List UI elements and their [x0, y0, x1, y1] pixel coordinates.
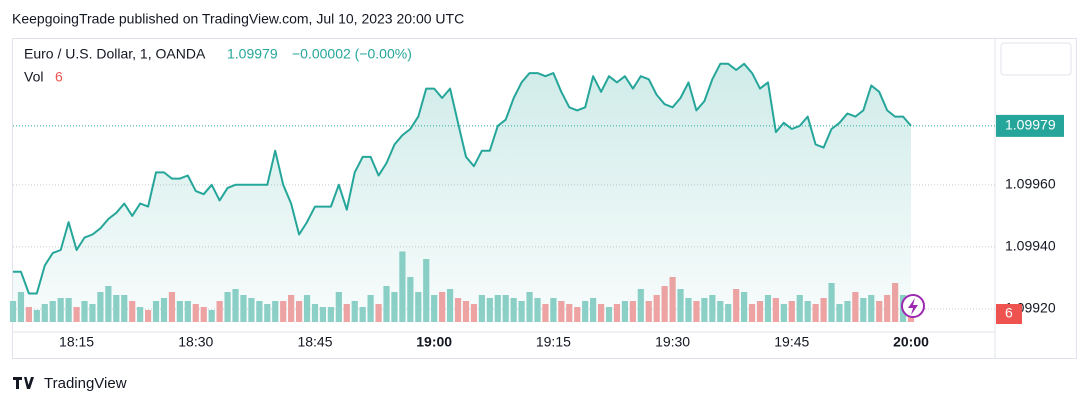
- x-tick-label: 19:45: [774, 334, 809, 350]
- legend-price: 1.09979: [227, 46, 278, 62]
- x-tick-label: 19:15: [536, 334, 571, 350]
- x-tick-label: 19:00: [416, 334, 452, 350]
- legend-change: −0.00002 (−0.00%): [292, 46, 412, 62]
- x-tick-label: 20:00: [893, 334, 929, 350]
- last-volume-badge: [996, 304, 1022, 324]
- x-tick-label: 18:30: [178, 334, 213, 350]
- y-tick-label: 1.09940: [1005, 238, 1056, 254]
- volume-legend: Vol: [24, 69, 43, 85]
- symbol: Euro / U.S. Dollar, 1, OANDA: [24, 46, 206, 62]
- x-tick-label: 19:30: [655, 334, 690, 350]
- x-tick-label: 18:45: [297, 334, 332, 350]
- lightning-icon[interactable]: [901, 294, 925, 318]
- corner-button[interactable]: [1000, 42, 1072, 76]
- price-area: [13, 63, 911, 323]
- price-line: [13, 62, 912, 295]
- last-price-badge: [996, 114, 1064, 137]
- x-tick-label: 18:15: [59, 334, 94, 350]
- volume-legend-value: 6: [55, 69, 63, 85]
- last-price-label: 1.09979: [1005, 117, 1056, 133]
- header: KeepgoingTrade published on TradingView.…: [12, 11, 464, 27]
- last-volume-label: 6: [1005, 305, 1013, 321]
- y-tick-label: 1.09960: [1005, 176, 1056, 192]
- footer: TradingView: [44, 375, 127, 392]
- pane-border: [12, 38, 1077, 359]
- logo: [13, 377, 34, 389]
